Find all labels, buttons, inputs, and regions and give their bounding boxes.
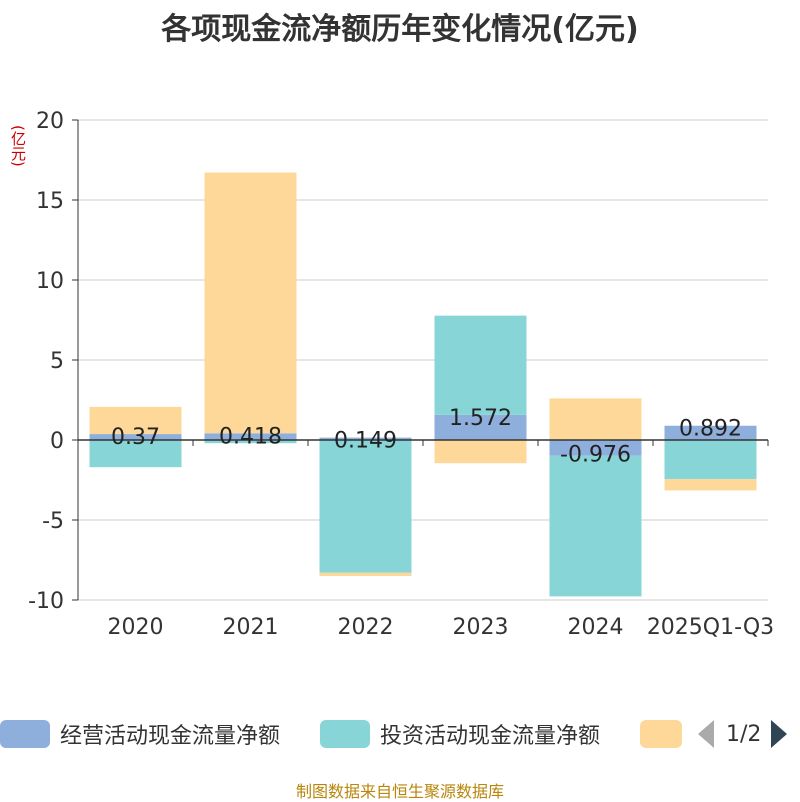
y-tick-label: 5 [50,349,64,374]
y-tick-label: 10 [36,269,64,294]
legend-pager: 1/2 [698,716,788,752]
y-tick-label: 15 [36,189,64,214]
bar-investing-2023 [434,315,527,415]
y-tick-label: 0 [50,429,64,454]
y-tick-label: -10 [28,589,64,614]
legend-next-page-arrow-icon[interactable] [771,720,788,748]
bar-chart: 20 15 10 5 0 -5 -10 0.37 0.418 0.149 1.572 -0.976 0.… [28,109,774,640]
legend-prev-page-arrow-icon[interactable] [698,720,714,748]
x-category-label: 2022 [338,615,394,640]
bar-operating-2023 [434,414,527,440]
bar-financing-2022 [319,572,412,576]
legend-page-indicator: 1/2 [726,721,762,747]
data-label-operating: 0.37 [111,425,160,450]
data-label-operating: 1.572 [449,406,512,431]
y-tick-label: 20 [36,109,64,134]
legend-item-investing[interactable]: 投资活动现金流量净额 [320,716,600,752]
y-axis-unit: (亿元) [9,125,27,167]
x-category-label: 2024 [568,615,624,640]
chart-title: 各项现金流净额历年变化情况(亿元) [161,12,639,47]
legend-item-financing[interactable] [640,716,692,752]
legend-item-operating[interactable]: 经营活动现金流量净额 [0,716,280,752]
legend: 经营活动现金流量净额 投资活动现金流量净额 1/2 [0,716,800,756]
bar-operating-2020 [89,434,182,440]
legend-swatch-investing [320,720,370,748]
x-category-label: 2023 [453,615,509,640]
x-category-label: 2021 [223,615,279,640]
bar-investing-2022 [319,440,412,573]
bar-operating-2024 [549,440,642,456]
data-label-operating: 0.892 [679,417,742,442]
bar-investing-2021 [204,440,297,444]
data-label-operating: -0.976 [560,443,631,468]
bar-financing-2024 [549,398,642,440]
bar-financing-2021 [204,172,297,434]
legend-swatch-operating [0,720,50,748]
data-source-footer: 制图数据来自恒生聚源数据库 [295,782,504,801]
bar-operating-2022 [319,437,412,440]
bar-investing-2020 [89,440,182,468]
bar-operating-2021 [204,433,297,440]
bar-financing-2023 [434,440,527,464]
bar-investing-2024 [549,455,642,597]
bar-financing-2025Q1-Q3 [664,479,757,491]
bar-operating-2025Q1-Q3 [664,425,757,440]
bar-financing-2020 [89,406,182,435]
bar-investing-2025Q1-Q3 [664,440,757,480]
legend-swatch-financing [640,720,682,748]
legend-label-operating: 经营活动现金流量净额 [60,724,281,749]
x-category-label: 2020 [108,615,164,640]
y-tick-label: -5 [42,509,64,534]
data-label-operating: 0.418 [219,424,282,449]
data-label-operating: 0.149 [334,429,397,454]
legend-label-investing: 投资活动现金流量净额 [380,724,601,749]
x-category-label: 2025Q1-Q3 [647,615,774,640]
